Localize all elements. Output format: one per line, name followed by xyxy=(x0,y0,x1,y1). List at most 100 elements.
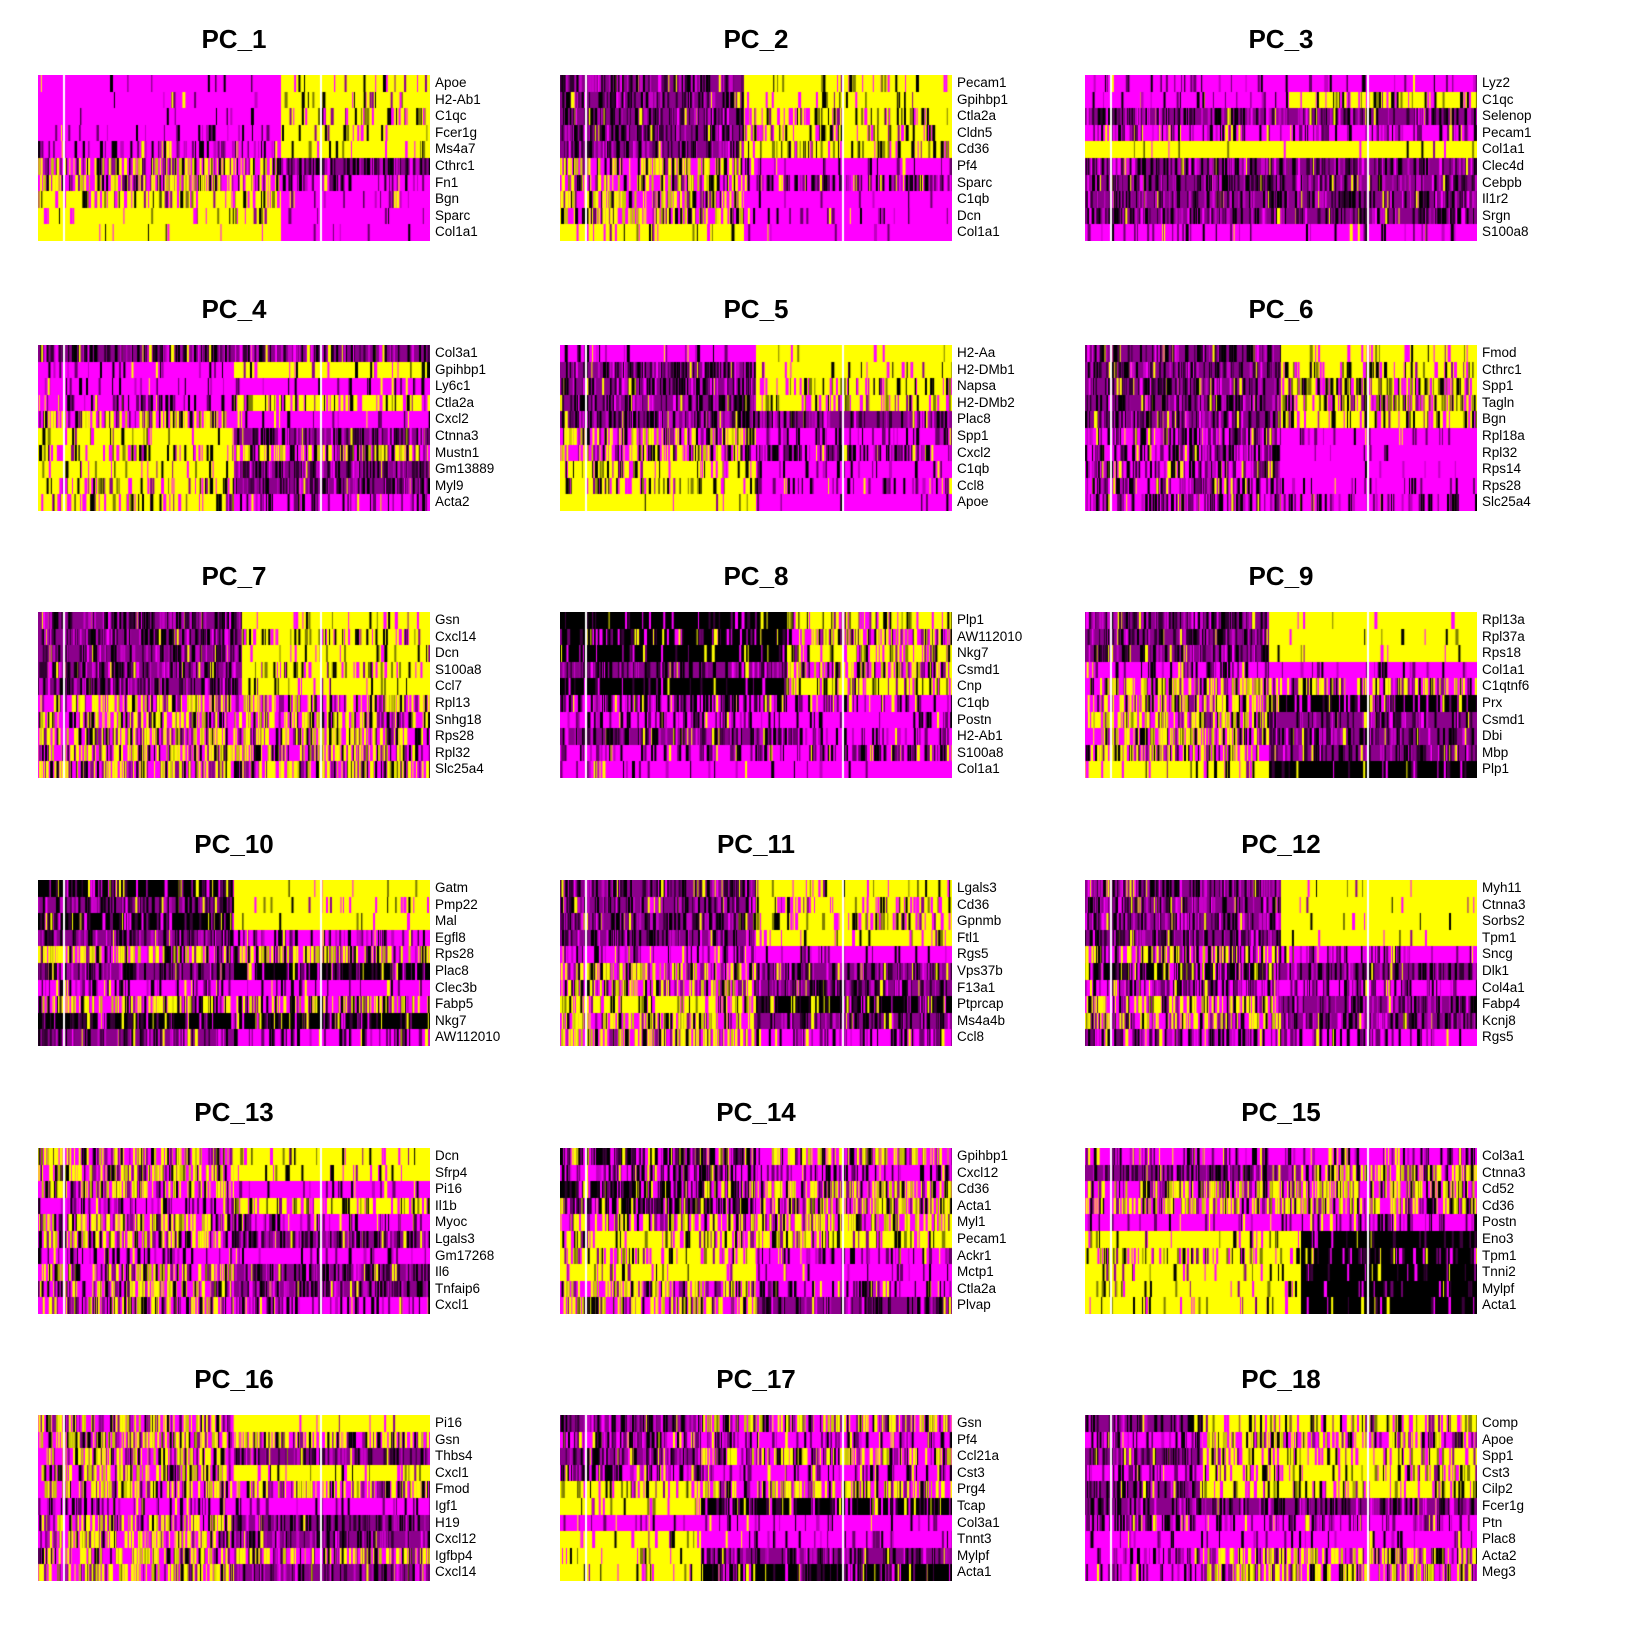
heatmap-with-labels: Gsn Cxcl14 Dcn S100a8 Ccl7 Rpl13 Snhg18 Rps28 Rp… xyxy=(38,612,560,778)
gene-label: Gpnmb xyxy=(957,913,1002,929)
gene-label: Ly6c1 xyxy=(435,378,471,394)
gene-label-column: Apoe H2-Ab1 C1qc Fcer1g Ms4a7 Cthrc1 Fn1 Bgn Spa… xyxy=(435,75,560,241)
gene-label: C1qb xyxy=(957,695,990,710)
gene-label: H2-DMb2 xyxy=(957,394,1015,410)
gene-label: Col3a1 xyxy=(957,1514,1000,1530)
gene-label: Pecam1 xyxy=(1482,124,1532,140)
gene-label: Apoe xyxy=(435,75,467,90)
gene-label: Cxcl12 xyxy=(435,1531,477,1547)
gene-label: Gsn xyxy=(435,1431,460,1447)
heatmap-canvas xyxy=(38,1415,430,1581)
gene-label: Apoe xyxy=(957,494,989,510)
gene-label: Myl9 xyxy=(435,477,464,493)
gene-label: Fabp5 xyxy=(435,996,474,1012)
gene-label: Cd36 xyxy=(957,896,990,912)
gene-label: Ftl1 xyxy=(957,929,980,945)
panel-title: PC_15 xyxy=(1241,1097,1321,1127)
gene-label: Dcn xyxy=(435,645,460,661)
panel-PC_9: PC_9 Rpl13a Rpl37a Rps18 Col1a1 C1qtnf6 Prx Csm… xyxy=(1085,559,1607,778)
heatmap-canvas xyxy=(38,75,430,241)
gene-label: Ptn xyxy=(1482,1514,1503,1530)
panel-PC_7: PC_7 Gsn Cxcl14 Dcn S100a8 Ccl7 Rpl13 Snhg18 Rps… xyxy=(38,559,560,778)
heatmap-with-labels: Lgals3 Cd36 Gpnmb Ftl1 Rgs5 Vps37b F13a1 Ptprca… xyxy=(560,880,1082,1046)
gene-label: Lgals3 xyxy=(957,880,997,895)
gene-label: Gsn xyxy=(435,612,460,627)
gene-label: Col3a1 xyxy=(435,345,478,360)
gene-label: Myoc xyxy=(435,1214,468,1230)
heatmap-with-labels: Gatm Pmp22 Mal Egfl8 Rps28 Plac8 Clec3b Fabp5 Nk… xyxy=(38,880,560,1046)
heatmap-canvas xyxy=(38,1148,430,1314)
heatmap-canvas xyxy=(38,612,430,778)
gene-label: Thbs4 xyxy=(435,1448,473,1464)
gene-label: Fmod xyxy=(1482,345,1517,360)
heatmap-canvas xyxy=(560,612,952,778)
gene-label: Ccl8 xyxy=(957,1029,985,1045)
gene-label: Snhg18 xyxy=(435,711,482,727)
gene-label: Spp1 xyxy=(1482,378,1514,394)
heatmap-with-labels: Rpl13a Rpl37a Rps18 Col1a1 C1qtnf6 Prx Csmd1 Db… xyxy=(1085,612,1607,778)
gene-label: Col1a1 xyxy=(957,224,1000,240)
gene-label: Cldn5 xyxy=(957,124,993,140)
gene-label: Rps28 xyxy=(435,728,475,744)
gene-label: Cd52 xyxy=(1482,1181,1515,1197)
heatmap-with-labels: H2-Aa H2-DMb1 Napsa H2-DMb2 Plac8 Spp1 Cxcl2 C1… xyxy=(560,345,1082,511)
gene-label: S100a8 xyxy=(1482,224,1529,240)
panel-title: PC_8 xyxy=(723,561,789,591)
gene-label: Cxcl2 xyxy=(435,411,469,427)
panel-title: PC_9 xyxy=(1248,561,1314,591)
heatmap-canvas xyxy=(1085,880,1477,1046)
gene-label: S100a8 xyxy=(435,661,482,677)
gene-label: Lgals3 xyxy=(435,1231,475,1246)
panel-title: PC_7 xyxy=(201,561,267,591)
gene-label: Plvap xyxy=(957,1297,991,1313)
gene-label: Cxcl1 xyxy=(435,1297,469,1313)
gene-label: Fmod xyxy=(435,1481,470,1497)
gene-label-column: Pecam1 Gpihbp1 Ctla2a Cldn5 Cd36 Pf4 Sparc C1qb… xyxy=(957,75,1082,241)
gene-label: Mylpf xyxy=(957,1547,990,1563)
gene-label: Nkg7 xyxy=(957,645,989,661)
gene-label: Tnni2 xyxy=(1482,1264,1516,1280)
heatmap-with-labels: Gsn Pf4 Ccl21a Cst3 Prg4 Tcap Col3a1 Tnnt3 Mylpf… xyxy=(560,1415,1082,1581)
gene-label: Postn xyxy=(1482,1214,1517,1230)
panel-title: PC_5 xyxy=(723,294,789,324)
gene-label: Gpihbp1 xyxy=(957,1148,1009,1163)
panel-title: PC_3 xyxy=(1248,24,1314,54)
panel-title: PC_14 xyxy=(716,1097,796,1127)
gene-label: Pi16 xyxy=(435,1415,463,1430)
gene-label: Col1a1 xyxy=(1482,141,1525,157)
gene-label: Ms4a4b xyxy=(957,1012,1006,1028)
gene-label: Cst3 xyxy=(1482,1464,1510,1480)
panel-title: PC_4 xyxy=(201,294,267,324)
heatmap-canvas xyxy=(38,880,430,1046)
gene-label: Gpihbp1 xyxy=(957,91,1009,107)
gene-label: Dcn xyxy=(957,207,982,223)
gene-label: Tcap xyxy=(957,1498,986,1513)
heatmap-canvas xyxy=(560,345,952,511)
gene-label: C1qtnf6 xyxy=(1482,678,1530,694)
gene-label: Sparc xyxy=(435,207,471,223)
heatmap-with-labels: Pecam1 Gpihbp1 Ctla2a Cldn5 Cd36 Pf4 Sparc C1qb… xyxy=(560,75,1082,241)
gene-label: Pecam1 xyxy=(957,75,1007,90)
heatmap-with-labels: Lyz2 C1qc Selenop Pecam1 Col1a1 Clec4d Cebpb Il… xyxy=(1085,75,1607,241)
gene-label-column: Col3a1 Gpihbp1 Ly6c1 Ctla2a Cxcl2 Ctnna3 Mustn… xyxy=(435,345,560,511)
gene-label: Gsn xyxy=(957,1415,982,1430)
heatmap-canvas xyxy=(1085,1148,1477,1314)
heatmap-with-labels: Fmod Cthrc1 Spp1 Tagln Bgn Rpl18a Rpl32 Rps14 Rp… xyxy=(1085,345,1607,511)
heatmap-with-labels: Apoe H2-Ab1 C1qc Fcer1g Ms4a7 Cthrc1 Fn1 Bgn Spa… xyxy=(38,75,560,241)
gene-label: AW112010 xyxy=(957,628,1023,644)
gene-label: Col3a1 xyxy=(1482,1148,1525,1163)
gene-label-column: Gsn Cxcl14 Dcn S100a8 Ccl7 Rpl13 Snhg18 Rps28 Rp… xyxy=(435,612,560,778)
gene-label: Fn1 xyxy=(435,174,459,190)
gene-label: Acta1 xyxy=(957,1197,992,1213)
heatmap-canvas xyxy=(560,880,952,1046)
gene-label: Rps28 xyxy=(1482,477,1522,493)
gene-label: C1qc xyxy=(435,108,467,124)
heatmap-canvas xyxy=(560,75,952,241)
heatmap-with-labels: Pi16 Gsn Thbs4 Cxcl1 Fmod Igf1 H19 Cxcl12 Igfbp4… xyxy=(38,1415,560,1581)
gene-label: Ctla2a xyxy=(435,394,475,410)
gene-label: Ctla2a xyxy=(957,108,997,124)
gene-label: S100a8 xyxy=(957,744,1004,760)
gene-label: Cst3 xyxy=(957,1464,985,1480)
gene-label: Ccl8 xyxy=(957,477,985,493)
heatmap-with-labels: Col3a1 Ctnna3 Cd52 Cd36 Postn Eno3 Tpm1 Tnni2 My… xyxy=(1085,1148,1607,1314)
